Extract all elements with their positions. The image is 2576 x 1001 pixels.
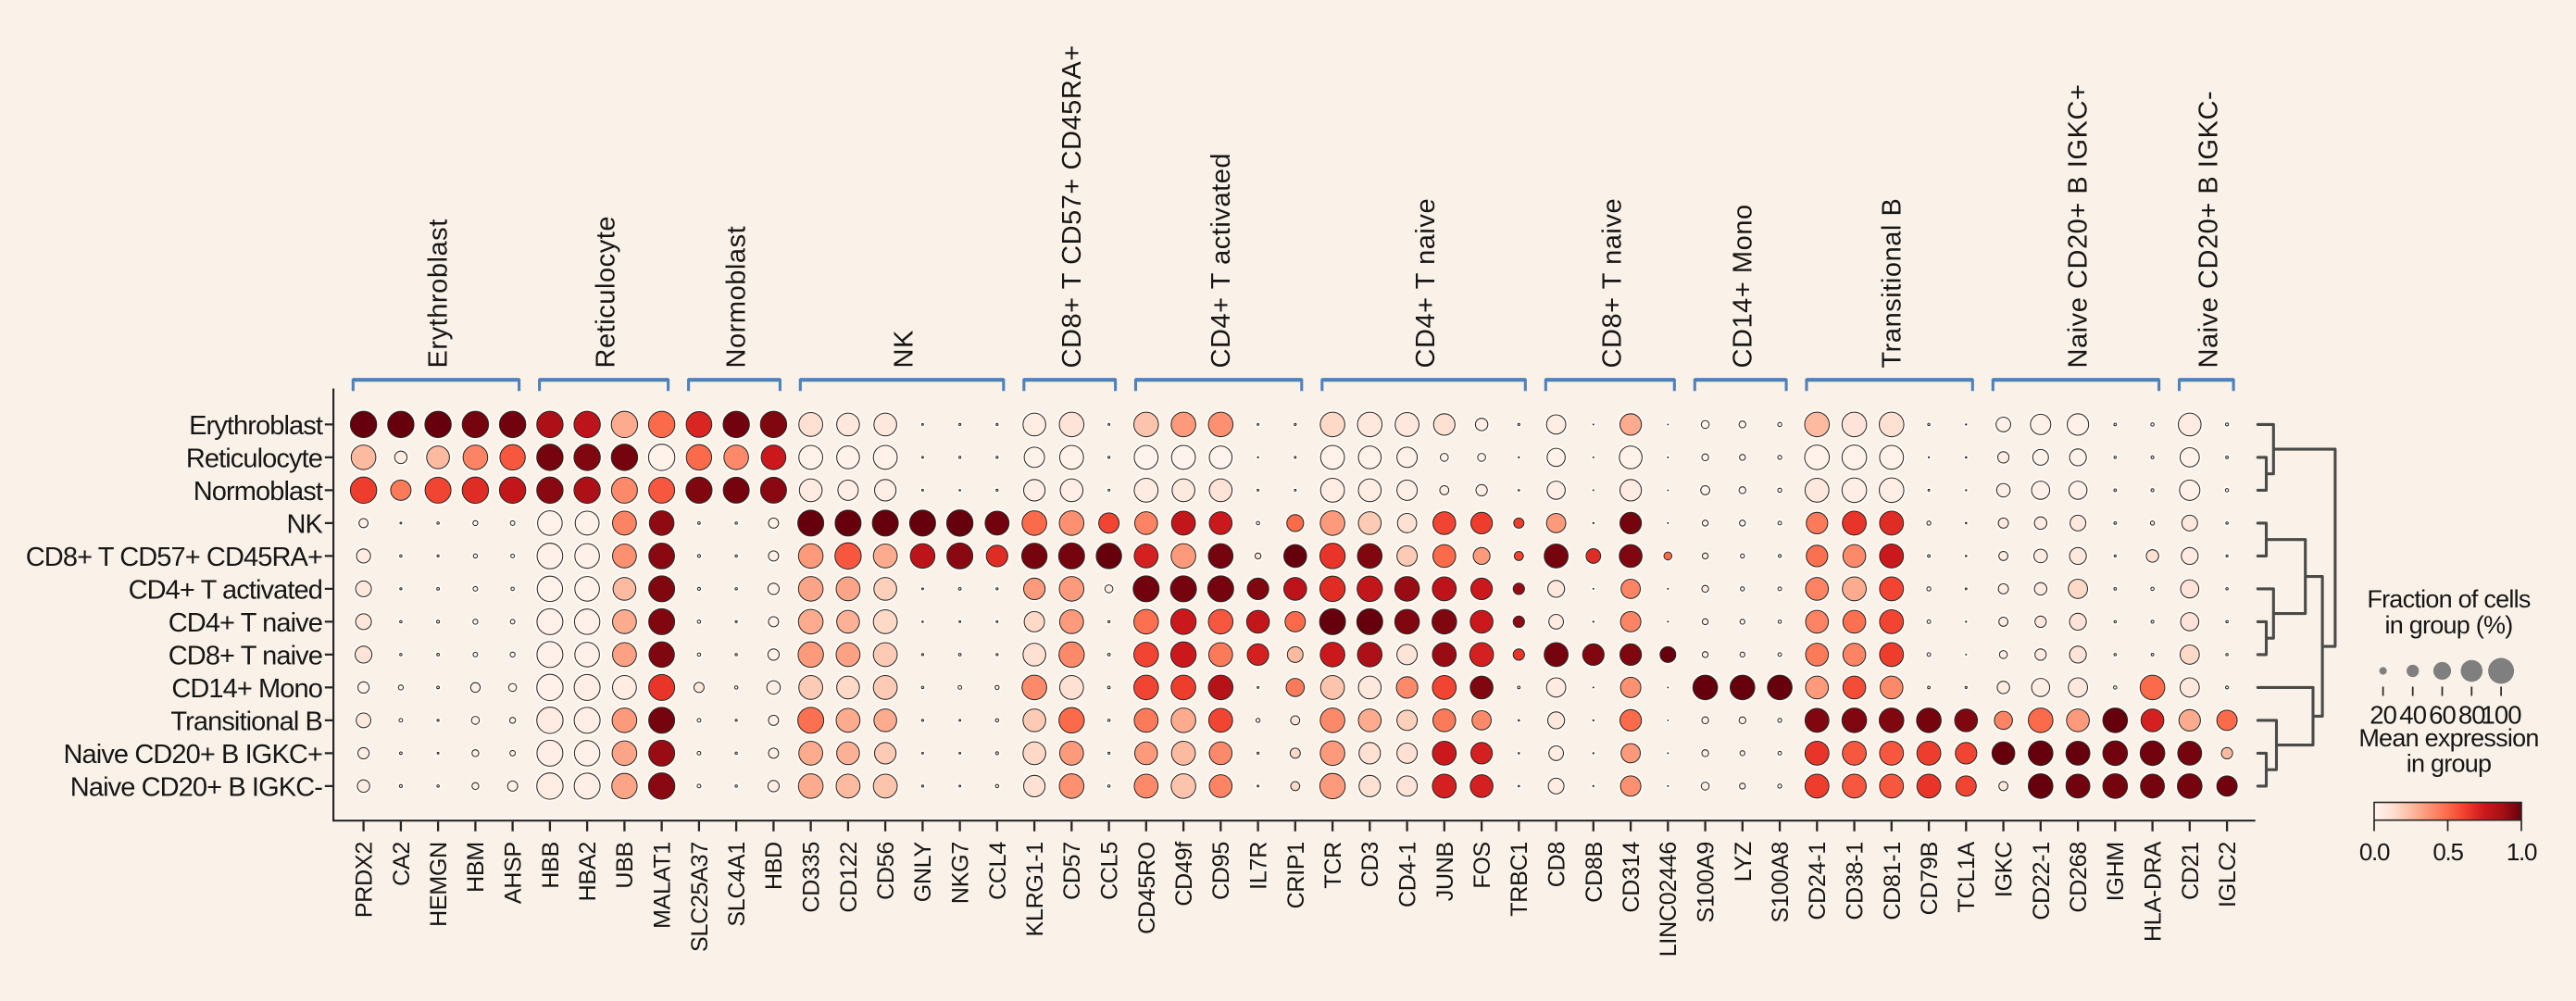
svg-text:HLA-DRA: HLA-DRA: [2141, 841, 2167, 942]
svg-text:CD57: CD57: [1059, 842, 1085, 900]
svg-text:JUNB: JUNB: [1432, 842, 1458, 901]
svg-text:Naive CD20+ B IGKC+: Naive CD20+ B IGKC+: [64, 740, 322, 770]
svg-text:CD24-1: CD24-1: [1805, 842, 1831, 920]
svg-text:CD56: CD56: [873, 842, 899, 900]
svg-text:CD8+ T CD57+ CD45RA+: CD8+ T CD57+ CD45RA+: [26, 543, 322, 572]
svg-text:CD314: CD314: [1619, 842, 1644, 913]
svg-text:TCL1A: TCL1A: [1954, 841, 1980, 912]
svg-text:in group (%): in group (%): [2384, 611, 2512, 639]
svg-text:CD8+ T naive: CD8+ T naive: [1598, 198, 1628, 369]
svg-text:CD8+ T CD57+ CD45RA+: CD8+ T CD57+ CD45RA+: [1057, 44, 1087, 368]
svg-text:0.0: 0.0: [2359, 838, 2390, 866]
svg-text:80: 80: [2458, 701, 2485, 730]
svg-text:CD95: CD95: [1208, 842, 1234, 900]
svg-text:Erythroblast: Erythroblast: [189, 411, 323, 441]
svg-text:Naive CD20+ B IGKC-: Naive CD20+ B IGKC-: [2195, 91, 2224, 369]
svg-text:NKG7: NKG7: [948, 842, 974, 904]
svg-text:20: 20: [2370, 701, 2396, 730]
svg-text:Transitional B: Transitional B: [170, 707, 322, 736]
svg-text:CD45RO: CD45RO: [1134, 842, 1160, 934]
svg-text:FOS: FOS: [1469, 842, 1495, 889]
svg-text:CD4+ T naive: CD4+ T naive: [169, 608, 322, 638]
svg-text:CD268: CD268: [2066, 842, 2092, 913]
svg-text:CD79B: CD79B: [1917, 842, 1943, 915]
svg-text:CD21: CD21: [2178, 842, 2204, 900]
svg-text:CCL5: CCL5: [1097, 842, 1123, 900]
svg-text:IL7R: IL7R: [1246, 842, 1272, 890]
svg-text:CD335: CD335: [799, 842, 825, 913]
svg-text:CD8+ T naive: CD8+ T naive: [169, 641, 322, 670]
svg-text:IGHM: IGHM: [2103, 842, 2129, 901]
svg-text:Transitional B: Transitional B: [1877, 198, 1907, 369]
svg-text:Fraction of cells: Fraction of cells: [2367, 585, 2531, 613]
svg-text:HBA2: HBA2: [575, 842, 601, 901]
svg-text:TRBC1: TRBC1: [1507, 842, 1532, 917]
svg-text:HBD: HBD: [761, 842, 787, 890]
svg-text:100: 100: [2482, 701, 2522, 730]
svg-text:HBM: HBM: [463, 842, 489, 893]
svg-text:CD4+ T activated: CD4+ T activated: [1207, 153, 1236, 369]
svg-text:LYZ: LYZ: [1731, 842, 1757, 882]
svg-text:UBB: UBB: [612, 842, 638, 889]
svg-text:MALAT1: MALAT1: [650, 842, 676, 929]
svg-text:SLC25A37: SLC25A37: [687, 842, 713, 952]
svg-text:SLC4A1: SLC4A1: [724, 842, 750, 927]
svg-text:Naive CD20+ B IGKC+: Naive CD20+ B IGKC+: [2064, 83, 2094, 368]
svg-text:1.0: 1.0: [2507, 838, 2537, 866]
svg-text:in group: in group: [2407, 750, 2492, 778]
svg-text:Naive CD20+ B IGKC-: Naive CD20+ B IGKC-: [70, 772, 322, 802]
svg-text:PRDX2: PRDX2: [352, 842, 378, 918]
svg-text:NK: NK: [287, 509, 324, 539]
svg-text:60: 60: [2429, 701, 2456, 730]
svg-text:Normoblast: Normoblast: [194, 477, 323, 507]
svg-text:Reticulocyte: Reticulocyte: [186, 444, 322, 473]
svg-text:S100A8: S100A8: [1768, 842, 1794, 922]
svg-text:GNLY: GNLY: [910, 841, 936, 902]
svg-text:CD14+ Mono: CD14+ Mono: [171, 674, 322, 704]
svg-text:Reticulocyte: Reticulocyte: [592, 216, 621, 369]
svg-text:CD3: CD3: [1357, 842, 1383, 887]
svg-text:LINC02446: LINC02446: [1656, 842, 1682, 957]
svg-text:CA2: CA2: [389, 842, 415, 886]
svg-text:Normoblast: Normoblast: [722, 226, 752, 369]
svg-text:CD14+ Mono: CD14+ Mono: [1728, 204, 1757, 368]
svg-text:CCL4: CCL4: [985, 842, 1011, 900]
svg-text:CRIP1: CRIP1: [1283, 842, 1309, 908]
svg-text:KLRG1-1: KLRG1-1: [1022, 842, 1048, 936]
svg-text:S100A9: S100A9: [1694, 842, 1719, 922]
svg-text:CD4+ T activated: CD4+ T activated: [129, 575, 322, 605]
svg-text:AHSP: AHSP: [501, 842, 527, 904]
svg-text:CD122: CD122: [836, 842, 862, 913]
svg-text:0.5: 0.5: [2432, 838, 2463, 866]
svg-text:NK: NK: [890, 330, 919, 368]
svg-text:CD38-1: CD38-1: [1843, 842, 1869, 920]
svg-text:CD4-1: CD4-1: [1395, 842, 1421, 907]
svg-text:CD4+ T naive: CD4+ T naive: [1411, 198, 1441, 369]
svg-text:IGKC: IGKC: [1992, 842, 2018, 897]
svg-text:TCR: TCR: [1320, 842, 1346, 889]
svg-text:HBB: HBB: [538, 842, 564, 889]
svg-text:IGLC2: IGLC2: [2215, 842, 2241, 907]
svg-text:CD8: CD8: [1544, 842, 1570, 887]
svg-text:CD49f: CD49f: [1171, 842, 1197, 907]
svg-text:40: 40: [2399, 701, 2426, 730]
svg-text:HEMGN: HEMGN: [426, 842, 452, 927]
svg-text:CD8B: CD8B: [1582, 842, 1607, 903]
svg-text:Erythroblast: Erythroblast: [424, 219, 454, 368]
svg-text:CD81-1: CD81-1: [1880, 842, 1906, 920]
svg-text:Mean expression: Mean expression: [2358, 724, 2538, 752]
svg-text:CD22-1: CD22-1: [2029, 842, 2055, 920]
